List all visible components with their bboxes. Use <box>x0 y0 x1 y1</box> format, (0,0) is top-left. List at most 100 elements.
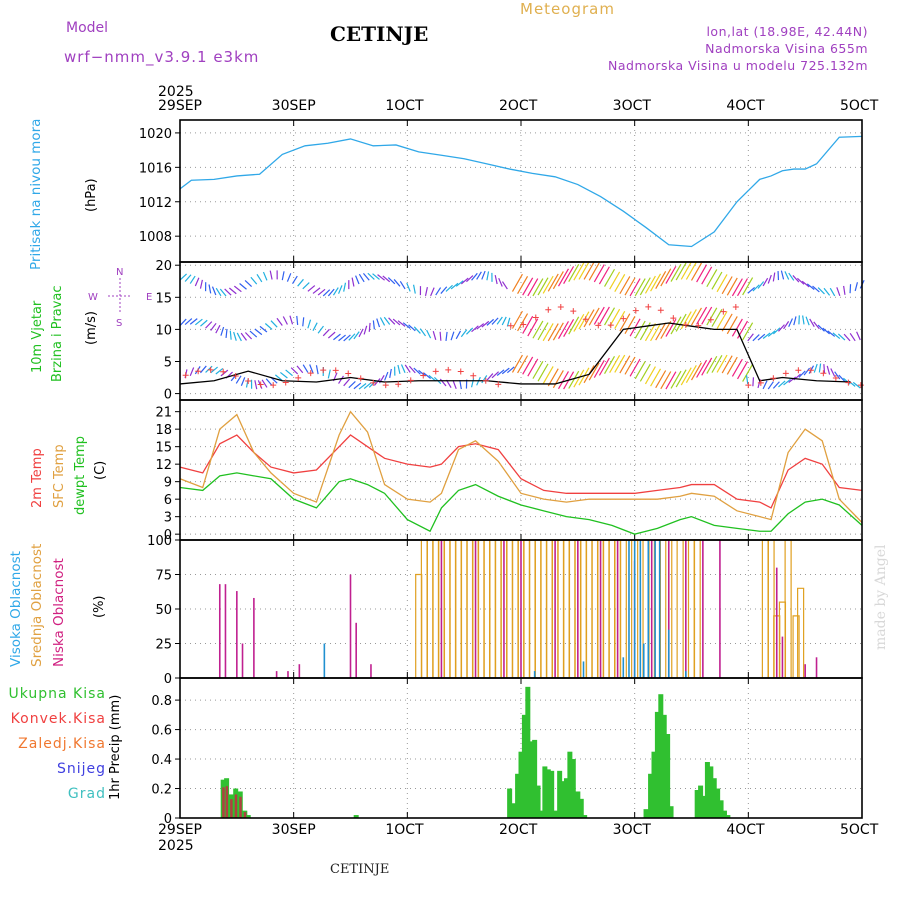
wind-barb <box>788 272 795 281</box>
wind-barb <box>408 324 416 332</box>
gust-marker <box>457 368 464 375</box>
wind-barb <box>362 273 370 281</box>
wind-barb <box>466 327 474 335</box>
precip-total-bar <box>545 769 551 818</box>
gust-marker <box>282 379 289 386</box>
precip-total-bar <box>701 795 707 818</box>
wind-barb <box>716 354 728 373</box>
wind-barb <box>598 306 610 325</box>
wind-barb <box>511 310 523 329</box>
wind-barb <box>269 270 273 280</box>
wind-barb <box>397 320 406 327</box>
wind-barb <box>517 276 529 294</box>
wind-barb <box>215 287 222 297</box>
wind-barb <box>762 332 771 339</box>
wind-barb <box>832 332 841 340</box>
wind-barb <box>644 323 656 342</box>
gust-marker <box>832 375 839 382</box>
wind-barb <box>413 367 421 375</box>
wind-barb <box>498 277 503 287</box>
wind-barb <box>372 320 375 330</box>
wind-barb <box>685 261 697 280</box>
wind-barb <box>432 330 437 340</box>
wind-barb <box>481 320 490 328</box>
pressure-line <box>179 135 863 248</box>
precip-convective-bar <box>225 786 229 818</box>
wind-barb <box>818 363 822 373</box>
precip-total-bar <box>668 806 674 818</box>
wind-barb <box>343 282 347 292</box>
x-tick-bottom: 3OCT <box>612 822 651 838</box>
precip-total-bar <box>518 751 524 818</box>
y-tick-label: 15 <box>155 291 172 306</box>
wind-barb <box>307 285 316 292</box>
wind-barb <box>745 375 749 385</box>
wind-barb <box>624 277 636 296</box>
wind-barb <box>353 382 362 390</box>
wind-barb <box>784 271 790 280</box>
gust-marker <box>732 304 739 311</box>
wind-barb <box>285 369 293 377</box>
wind-barb <box>384 371 389 381</box>
y-tick-label: 3 <box>164 511 172 526</box>
wind-barb <box>690 307 702 326</box>
wind-barb <box>435 287 442 296</box>
wind-barb <box>239 283 247 290</box>
precip-total-bar <box>245 815 251 818</box>
wind-barb <box>256 274 263 283</box>
wind-barb <box>296 365 304 374</box>
wind-barb <box>843 285 846 295</box>
x-tick-top: 5OCT <box>840 98 879 114</box>
product-title: Meteogram <box>520 0 615 18</box>
wind-barb <box>650 368 662 387</box>
wind-barb <box>290 367 299 375</box>
wind-barb <box>244 280 253 288</box>
wind-barb <box>780 270 785 280</box>
x-tick-top: 29SEP <box>158 98 202 114</box>
gust-marker <box>595 322 602 329</box>
gust-marker <box>695 322 702 329</box>
wind-barb <box>450 331 455 341</box>
wind-barb <box>537 277 549 296</box>
wind-barb <box>772 272 776 282</box>
wind-barb <box>406 282 411 292</box>
wind-barb <box>279 371 288 379</box>
gust-marker <box>482 377 489 384</box>
wind-barb <box>817 287 825 295</box>
wind-barb <box>772 381 780 389</box>
wind-barb <box>629 358 641 377</box>
wind-barb <box>312 322 318 331</box>
wind-barb <box>215 324 221 334</box>
wind-barb <box>737 278 749 297</box>
gust-marker <box>557 303 564 310</box>
gust-marker <box>707 316 714 323</box>
precip-total-bar <box>353 815 359 818</box>
y-tick-label: 1008 <box>139 230 172 245</box>
wind-barb <box>224 288 232 296</box>
wind-barb <box>307 319 312 329</box>
wind-barb <box>351 277 355 287</box>
wind-barb <box>660 268 672 287</box>
precip-total-bar <box>718 800 724 818</box>
wind-barb <box>220 326 225 336</box>
wind-barb <box>757 281 765 289</box>
wind-barb <box>675 313 687 332</box>
wind-barb <box>358 328 364 338</box>
precip-convective-bar <box>243 812 247 818</box>
y-tick-label: 0.4 <box>151 753 172 768</box>
wind-barb <box>379 317 386 326</box>
legend-snow: Snijeg <box>56 761 106 777</box>
wind-barb <box>419 328 427 337</box>
wind-barb <box>742 277 754 296</box>
y-tick-label: 0 <box>164 528 172 543</box>
y-tick-label: 50 <box>155 603 172 618</box>
gust-marker <box>245 377 252 384</box>
wind-barb <box>506 366 515 374</box>
wind-barb <box>747 333 754 342</box>
wind-barb <box>215 367 224 375</box>
wind-barb <box>459 380 462 390</box>
wind-barb <box>788 376 797 383</box>
model-label: Model <box>66 20 109 36</box>
wind-barb <box>852 381 861 389</box>
wind-barb <box>822 327 830 335</box>
